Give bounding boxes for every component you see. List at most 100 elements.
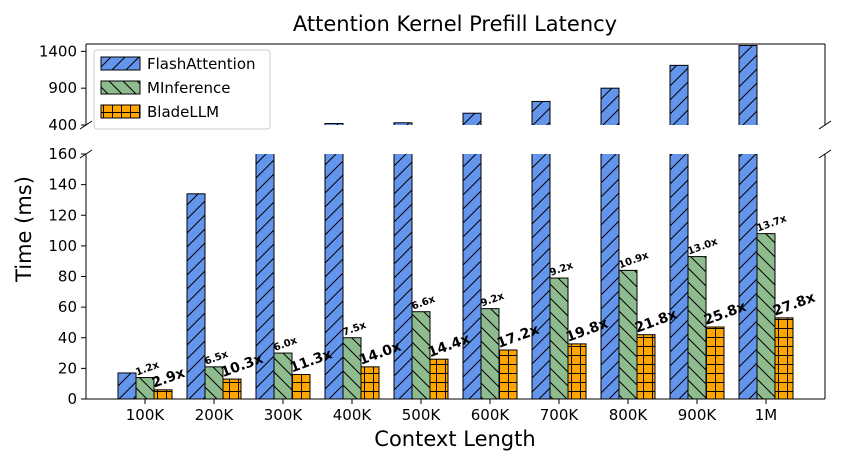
x-tick-label-500k: 500K bbox=[402, 406, 442, 424]
x-tick-label-100k: 100K bbox=[126, 406, 166, 424]
bladellm-bar-300k-hatch bbox=[292, 374, 310, 399]
bladellm-bar-400k-outline bbox=[360, 366, 380, 399]
y-tick-label: 40 bbox=[58, 329, 77, 347]
flashattention-bar-800k-upper-hatch bbox=[601, 88, 619, 125]
upper-y-ticks: 400 900 1400 bbox=[39, 42, 86, 134]
legend-swatch-hatch bbox=[101, 57, 140, 70]
bladellm-bar-900k-outline bbox=[705, 326, 725, 399]
y-tick-label-upper: 400 bbox=[48, 116, 77, 134]
axes-frames bbox=[79, 43, 832, 400]
y-tick-label-upper: 1400 bbox=[39, 42, 77, 60]
flashattention-bar-700k-upper-hatch bbox=[532, 101, 550, 125]
flashattention-bar-700k-upper-outline bbox=[531, 100, 551, 125]
bars-lower-panel bbox=[117, 154, 794, 399]
x-tick-label-200k: 200K bbox=[195, 406, 235, 424]
flashattention-bar-700k-hatch bbox=[532, 154, 550, 399]
y-tick-label: 140 bbox=[48, 176, 77, 194]
bladellm-bar-100k-hatch bbox=[154, 389, 172, 399]
bladellm-bar-500k-outline bbox=[429, 358, 449, 399]
y-tick-label: 80 bbox=[58, 268, 77, 286]
flashattention-bar-500k-upper-hatch bbox=[394, 122, 412, 125]
legend: FlashAttention MInference BladeLLM bbox=[93, 49, 271, 130]
x-tick-label-1m: 1M bbox=[755, 406, 778, 424]
minference-bar-800k-hatch bbox=[619, 270, 637, 399]
break-mark-right-bottom bbox=[818, 149, 832, 159]
minference-bar-700k-outline bbox=[549, 277, 569, 399]
bars-upper-panel bbox=[324, 44, 758, 125]
minference-bar-700k-hatch bbox=[550, 278, 568, 399]
minference-bar-500k-hatch bbox=[412, 311, 430, 399]
bladellm-bar-1m-outline bbox=[774, 317, 794, 399]
bladellm-bar-200k-hatch bbox=[223, 379, 241, 399]
legend-swatch-hatch bbox=[101, 81, 140, 94]
flashattention-bar-900k-hatch bbox=[670, 154, 688, 399]
y-tick-label-upper: 900 bbox=[48, 79, 77, 97]
y-tick-label: 60 bbox=[58, 298, 77, 316]
legend-swatch-hatch bbox=[101, 105, 140, 118]
bladellm-bar-300k-outline bbox=[291, 374, 311, 399]
flashattention-bar-500k-hatch bbox=[394, 154, 412, 399]
flashattention-bar-300k-hatch bbox=[256, 154, 274, 399]
x-axis-title: Context Length bbox=[374, 427, 535, 451]
y-tick-label: 20 bbox=[58, 359, 77, 377]
minference-speedup-label-900k: 13.0x bbox=[686, 236, 720, 257]
bladellm-bar-800k-hatch bbox=[637, 334, 655, 399]
minference-speedup-label-1m: 13.7x bbox=[755, 213, 789, 234]
y-tick-label: 100 bbox=[48, 237, 77, 255]
flashattention-bar-600k-hatch bbox=[463, 154, 481, 399]
y-tick-label: 120 bbox=[48, 206, 77, 224]
minference-speedup-label-700k: 9.2x bbox=[548, 260, 575, 279]
flashattention-bar-1m-hatch bbox=[739, 154, 757, 399]
minference-speedup-label-300k: 6.0x bbox=[272, 335, 299, 354]
x-tick-label-900k: 900K bbox=[678, 406, 718, 424]
legend-label-minference: MInference bbox=[147, 79, 230, 97]
x-tick-label-800k: 800K bbox=[609, 406, 649, 424]
y-tick-label: 160 bbox=[48, 145, 77, 163]
flashattention-bar-400k-upper-hatch bbox=[325, 123, 343, 125]
legend-label-flashattention: FlashAttention bbox=[147, 55, 256, 73]
flashattention-bar-800k-hatch bbox=[601, 154, 619, 399]
minference-bar-400k-hatch bbox=[343, 337, 361, 399]
lower-y-ticks: 0 20 40 60 80 100 120 140 160 bbox=[48, 145, 86, 408]
bladellm-bar-400k-hatch bbox=[361, 366, 379, 399]
flashattention-bar-400k-hatch bbox=[325, 154, 343, 399]
bladellm-bar-200k-outline bbox=[222, 378, 242, 399]
minference-bar-100k-outline bbox=[135, 377, 155, 399]
flashattention-bar-1m-upper-outline bbox=[738, 44, 758, 125]
legend-swatch-outline bbox=[100, 104, 141, 119]
y-axis-title: Time (ms) bbox=[12, 176, 36, 283]
flashattention-bar-600k-outline bbox=[462, 154, 482, 399]
bladellm-speedup-label-1m: 27.8x bbox=[771, 290, 817, 320]
flashattention-bar-500k-outline bbox=[393, 154, 413, 399]
minference-bar-200k-hatch bbox=[205, 366, 223, 399]
bladellm-bar-700k-hatch bbox=[568, 343, 586, 399]
bladellm-bar-1m-hatch bbox=[775, 317, 793, 399]
flashattention-bar-200k-hatch bbox=[187, 193, 205, 399]
flashattention-bar-900k-upper-outline bbox=[669, 64, 689, 125]
bladellm-bar-100k-outline bbox=[153, 389, 173, 399]
minference-bar-500k-outline bbox=[411, 311, 431, 399]
x-tick-label-700k: 700K bbox=[540, 406, 580, 424]
x-tick-label-300k: 300K bbox=[264, 406, 304, 424]
minference-bar-100k-hatch bbox=[136, 377, 154, 399]
bladellm-bar-700k-outline bbox=[567, 343, 587, 399]
flashattention-bar-400k-upper-outline bbox=[324, 123, 344, 125]
flashattention-bar-700k-outline bbox=[531, 154, 551, 399]
break-mark-right-top bbox=[818, 120, 832, 130]
y-tick-label: 0 bbox=[67, 390, 77, 408]
flashattention-bar-200k-outline bbox=[186, 193, 206, 399]
flashattention-bar-1m-upper-hatch bbox=[739, 45, 757, 125]
minference-bar-300k-hatch bbox=[274, 353, 292, 399]
flashattention-bar-600k-upper-hatch bbox=[463, 113, 481, 125]
bladellm-bar-600k-hatch bbox=[499, 350, 517, 399]
flashattention-bar-600k-upper-outline bbox=[462, 112, 482, 125]
legend-swatch-outline bbox=[100, 56, 141, 71]
bladellm-bar-600k-outline bbox=[498, 349, 518, 399]
minference-speedup-label-600k: 9.2x bbox=[479, 291, 506, 310]
bladellm-bar-500k-hatch bbox=[430, 359, 448, 399]
minference-bar-900k-hatch bbox=[688, 256, 706, 399]
legend-label-bladellm: BladeLLM bbox=[147, 103, 219, 121]
legend-swatch-outline bbox=[100, 80, 141, 95]
minference-speedup-label-400k: 7.5x bbox=[341, 320, 368, 339]
